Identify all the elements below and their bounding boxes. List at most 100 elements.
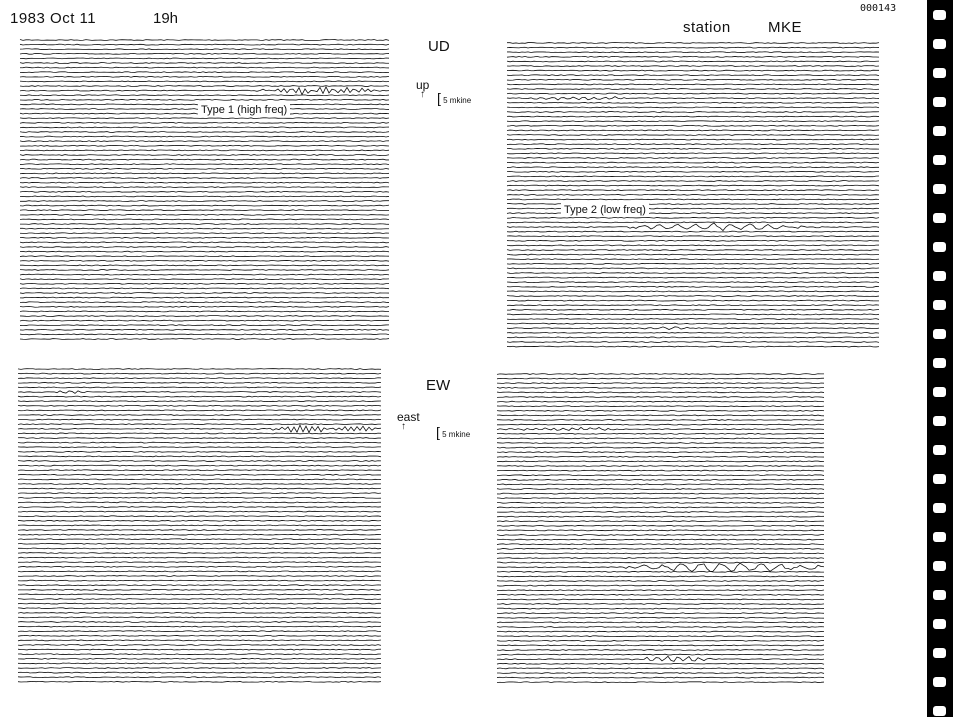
trace-line bbox=[496, 616, 825, 619]
trace-line bbox=[19, 278, 390, 281]
trace-line bbox=[19, 57, 390, 60]
trace-line bbox=[496, 538, 825, 541]
trace-line bbox=[17, 662, 382, 665]
trace-line bbox=[19, 172, 390, 175]
trace-line bbox=[506, 230, 880, 233]
trace-line bbox=[19, 319, 390, 322]
trace-line bbox=[19, 232, 390, 235]
trace-line bbox=[496, 432, 825, 435]
trace-line bbox=[17, 634, 382, 637]
trace-line bbox=[19, 246, 390, 248]
film-perforation bbox=[933, 387, 946, 397]
trace-line bbox=[496, 655, 825, 662]
film-perforation bbox=[933, 474, 946, 484]
film-perforation bbox=[933, 706, 946, 716]
trace-line bbox=[17, 492, 382, 495]
trace-line bbox=[496, 386, 825, 389]
trace-line bbox=[19, 227, 390, 230]
trace-line bbox=[496, 396, 825, 398]
trace-line bbox=[506, 345, 880, 348]
trace-line bbox=[506, 198, 880, 201]
trace-line bbox=[19, 85, 390, 96]
trace-line bbox=[496, 534, 825, 536]
trace-line bbox=[17, 598, 382, 600]
trace-line bbox=[19, 126, 390, 129]
trace-line bbox=[496, 598, 825, 601]
trace-line bbox=[506, 96, 880, 101]
ew-direction-indicator: east ↑ bbox=[397, 411, 420, 432]
trace-line bbox=[506, 69, 879, 72]
trace-line bbox=[506, 124, 880, 127]
trace-line bbox=[17, 657, 382, 660]
trace-line bbox=[17, 400, 382, 403]
trace-line bbox=[506, 281, 880, 284]
trace-line bbox=[19, 48, 390, 51]
trace-line bbox=[19, 177, 390, 179]
trace-line bbox=[17, 621, 382, 623]
trace-line bbox=[506, 189, 880, 192]
film-perforation bbox=[933, 329, 946, 339]
trace-line bbox=[17, 575, 382, 577]
trace-line bbox=[17, 676, 382, 679]
trace-line bbox=[17, 506, 382, 508]
trace-line bbox=[19, 200, 389, 202]
ew-scale-bar: [ 5 mkine bbox=[436, 424, 470, 440]
trace-line bbox=[496, 377, 825, 380]
trace-line bbox=[19, 71, 390, 74]
scale-bracket-icon: [ bbox=[436, 424, 440, 440]
trace-line bbox=[496, 603, 825, 605]
trace-line bbox=[506, 267, 880, 270]
trace-line bbox=[19, 273, 390, 276]
trace-line bbox=[496, 483, 825, 486]
trace-line bbox=[19, 301, 390, 304]
trace-line bbox=[496, 621, 825, 624]
trace-line bbox=[17, 455, 382, 458]
trace-line bbox=[506, 308, 880, 311]
trace-line bbox=[496, 644, 825, 647]
trace-line bbox=[19, 195, 390, 198]
trace-line bbox=[506, 331, 880, 334]
annotation-type2: Type 2 (low freq) bbox=[561, 203, 649, 217]
trace-line bbox=[496, 423, 825, 426]
trace-line bbox=[496, 552, 824, 555]
trace-panel-ud-left bbox=[19, 39, 390, 340]
trace-line bbox=[17, 446, 382, 449]
trace-line bbox=[19, 209, 390, 212]
trace-line bbox=[506, 222, 880, 232]
station-code: MKE bbox=[768, 19, 803, 36]
trace-line bbox=[19, 328, 390, 331]
film-perforation bbox=[933, 242, 946, 252]
trace-panel-ew-right bbox=[496, 373, 825, 684]
trace-line bbox=[506, 60, 880, 63]
trace-line bbox=[506, 51, 880, 54]
trace-line bbox=[17, 579, 382, 582]
trace-line bbox=[17, 529, 382, 531]
trace-line bbox=[17, 667, 382, 669]
trace-line bbox=[506, 180, 880, 182]
trace-line bbox=[496, 511, 825, 513]
trace-line bbox=[19, 315, 390, 317]
trace-line bbox=[496, 419, 825, 421]
trace-line bbox=[17, 611, 382, 614]
trace-line bbox=[496, 455, 825, 458]
trace-line bbox=[496, 405, 825, 408]
trace-line bbox=[506, 175, 880, 178]
trace-line bbox=[506, 166, 880, 169]
trace-line bbox=[506, 299, 880, 302]
trace-line bbox=[19, 43, 390, 46]
trace-line bbox=[496, 488, 825, 490]
film-perforation bbox=[933, 416, 946, 426]
arrow-up-icon: ↑ bbox=[401, 421, 406, 432]
trace-line bbox=[496, 607, 825, 610]
trace-line bbox=[496, 409, 825, 412]
trace-line bbox=[496, 557, 825, 559]
trace-line bbox=[17, 414, 382, 416]
trace-line bbox=[506, 157, 880, 159]
trace-line bbox=[496, 589, 825, 592]
trace-line bbox=[496, 653, 825, 656]
trace-line bbox=[17, 460, 382, 462]
trace-line bbox=[19, 287, 390, 290]
trace-line bbox=[506, 134, 880, 136]
trace-line bbox=[17, 538, 382, 541]
trace-line bbox=[17, 390, 382, 394]
